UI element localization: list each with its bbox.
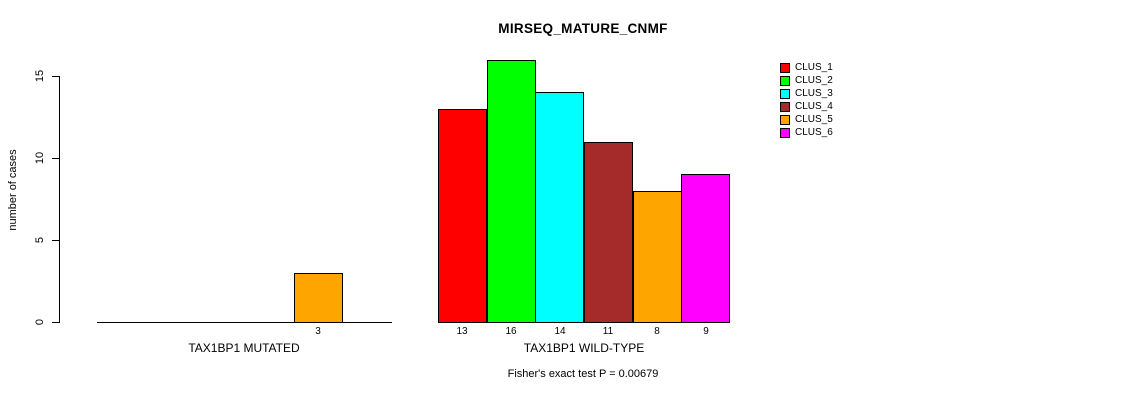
legend-label: CLUS_3 (795, 88, 833, 99)
bar-clus_3 (535, 92, 584, 323)
chart-title: MIRSEQ_MATURE_CNMF (498, 21, 668, 36)
group-label-mutated: TAX1BP1 MUTATED (188, 341, 300, 355)
bar-clus_5 (294, 273, 343, 323)
legend-swatch-clus_1 (780, 62, 790, 73)
legend-swatch-clus_5 (780, 114, 790, 125)
bar-value-label: 11 (602, 326, 614, 337)
y-axis-tick-label: 0 (34, 318, 46, 326)
legend-swatch-clus_4 (780, 101, 790, 112)
bar-value-label: 14 (554, 326, 566, 337)
bar-value-label: 3 (315, 326, 321, 337)
legend-label: CLUS_1 (795, 62, 833, 73)
bar-value-label: 13 (456, 326, 468, 337)
legend-item: CLUS_1 (780, 61, 833, 74)
y-axis-tick (52, 240, 59, 241)
y-axis-label: number of cases (7, 149, 19, 231)
bar-clus_4 (584, 142, 633, 323)
legend-label: CLUS_6 (795, 127, 833, 138)
legend: CLUS_1 CLUS_2 CLUS_3 CLUS_4 CLUS_5 CLUS_6 (780, 61, 833, 139)
legend-label: CLUS_4 (795, 101, 833, 112)
y-axis-tick (52, 76, 59, 77)
legend-item: CLUS_5 (780, 113, 833, 126)
y-axis-tick (52, 322, 59, 323)
y-axis-tick (52, 158, 59, 159)
legend-item: CLUS_6 (780, 126, 833, 139)
legend-swatch-clus_3 (780, 88, 790, 99)
legend-swatch-clus_6 (780, 127, 790, 138)
group-label-wildtype: TAX1BP1 WILD-TYPE (523, 341, 645, 355)
x-axis-baseline (97, 322, 392, 323)
legend-swatch-clus_2 (780, 75, 790, 86)
bar-value-label: 9 (703, 326, 709, 337)
y-axis-tick-label: 5 (34, 236, 46, 244)
bar-clus_1 (438, 109, 487, 323)
legend-item: CLUS_2 (780, 74, 833, 87)
bar-value-label: 16 (505, 326, 517, 337)
fisher-test-annotation: Fisher's exact test P = 0.00679 (507, 368, 659, 380)
legend-label: CLUS_5 (795, 114, 833, 125)
bar-value-label: 8 (654, 326, 660, 337)
legend-item: CLUS_4 (780, 100, 833, 113)
y-axis-line (59, 76, 60, 323)
y-axis-tick-label: 10 (34, 151, 46, 165)
legend-item: CLUS_3 (780, 87, 833, 100)
bar-clus_6 (681, 174, 730, 323)
legend-label: CLUS_2 (795, 75, 833, 86)
bar-clus_2 (487, 60, 536, 323)
bar-clus_5 (633, 191, 682, 323)
y-axis-tick-label: 15 (34, 69, 46, 83)
